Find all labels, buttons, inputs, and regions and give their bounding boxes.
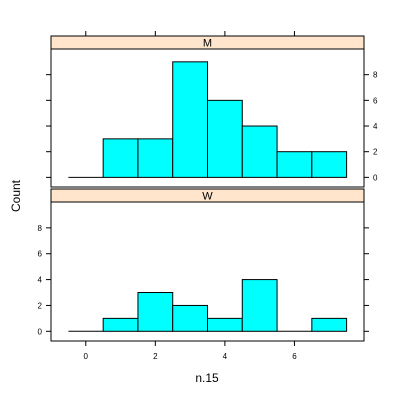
histogram-bar — [172, 304, 209, 332]
strip-label: M — [203, 38, 212, 50]
x-tick-label: 2 — [153, 352, 158, 361]
panel-M: M 0 2 4 6 8 — [46, 31, 378, 188]
y-tick-label: 8 — [38, 224, 43, 233]
histogram-bar — [137, 292, 174, 332]
strip-label: W — [202, 191, 213, 203]
y-tick-label: 4 — [38, 276, 43, 285]
y-tick-label: 6 — [38, 250, 43, 259]
x-axis-label: n.15 — [195, 371, 219, 385]
histogram-bar — [207, 317, 243, 332]
y-tick-label: 6 — [373, 96, 378, 105]
histogram-bar — [207, 99, 243, 178]
x-tick-label: 6 — [292, 352, 297, 361]
panel-frame — [50, 35, 365, 188]
panels-layer: M 0 2 4 6 8 W 0 2 4 6 8 0 2 4 6 — [38, 31, 378, 361]
histogram-bar — [241, 125, 278, 178]
y-tick-label: 4 — [373, 122, 378, 131]
histogram-bar — [311, 151, 348, 178]
histogram-bar — [102, 317, 139, 332]
y-tick-label: 2 — [373, 148, 378, 157]
y-tick-label: 0 — [38, 327, 43, 336]
histogram-bar — [241, 279, 278, 332]
histogram-bar — [311, 317, 348, 332]
y-tick-label: 0 — [373, 173, 378, 182]
x-tick-label: 4 — [223, 352, 228, 361]
histogram-bar — [137, 138, 174, 178]
histogram-bar — [102, 138, 139, 178]
panel-frame — [50, 188, 365, 342]
y-axis-label: Count — [9, 179, 23, 212]
y-tick-label: 2 — [38, 301, 43, 310]
y-tick-label: 8 — [373, 71, 378, 80]
x-tick-label: 0 — [84, 352, 89, 361]
histogram-bar — [172, 61, 209, 178]
histogram-bar — [276, 151, 313, 178]
panel-W: W 0 2 4 6 8 0 2 4 6 — [38, 188, 369, 361]
